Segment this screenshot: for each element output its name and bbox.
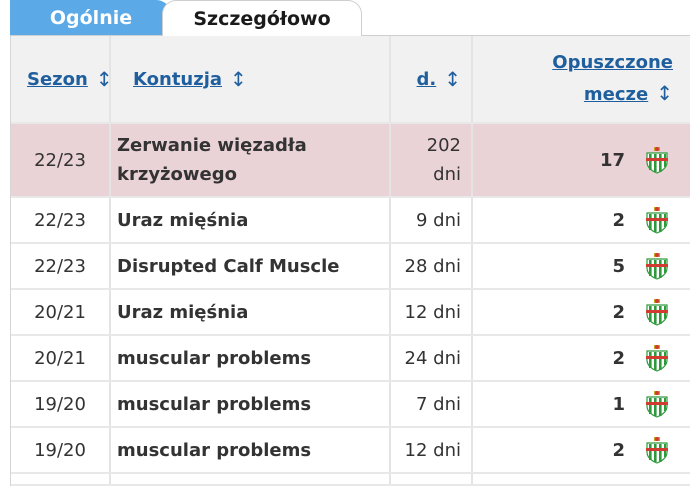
games-missed-value: 17 [599,149,625,171]
real-betis-crest-icon[interactable] [643,390,671,418]
season-cell: 22/23 [11,198,111,242]
real-betis-crest-icon[interactable] [643,146,671,174]
table-row: 20/21 muscular problems 24 dni 2 [11,336,690,382]
injury-cell: Disrupted Calf Muscle [111,244,391,288]
header-days[interactable]: d. ↕ [391,36,473,122]
table-row: 20/21 Uraz mięśnia 12 dni 2 [11,290,690,336]
table-row: 22/23 Uraz mięśnia 9 dni 2 [11,198,690,244]
games-missed-cell: 17 [473,124,690,196]
season-cell: 22/23 [11,124,111,196]
days-cell: 9 dni [391,198,473,242]
injury-cell: Zerwanie więzadła krzyżowego [111,124,391,196]
sort-arrows-icon[interactable]: ↕ [444,67,461,91]
injury-cell: muscular problems [111,382,391,426]
games-missed-cell: 2 [473,336,690,380]
tab-general[interactable]: Ogólnie [10,0,172,36]
real-betis-crest-icon[interactable] [643,252,671,280]
sort-arrows-icon[interactable]: ↕ [656,80,673,105]
header-games-missed[interactable]: Opuszczone mecze ↕ [473,36,690,122]
days-cell: 12 dni [391,428,473,472]
games-missed-value: 2 [612,301,625,323]
tab-bar: Ogólnie Szczegółowo [0,0,690,36]
table-row: 19/20 muscular problems 12 dni 2 [11,428,690,474]
injury-cell: muscular problems [111,336,391,380]
header-season[interactable]: Sezon ↕ [11,36,113,122]
real-betis-crest-icon[interactable] [643,436,671,464]
sort-injury-link[interactable]: Kontuzja [133,68,223,90]
table-row: 22/23 Zerwanie więzadła krzyżowego 202 dn… [11,124,690,198]
real-betis-crest-icon[interactable] [643,344,671,372]
injury-table: Sezon ↕ Kontuzja ↕ d. ↕ Opuszczone mecze… [10,36,690,486]
season-cell: 20/21 [11,290,111,334]
days-cell: 12 dni [391,290,473,334]
injury-cell: Uraz mięśnia [111,198,391,242]
games-missed-value: 2 [612,209,625,231]
sort-arrows-icon[interactable]: ↕ [95,67,113,91]
season-cell: 20/21 [11,336,111,380]
real-betis-crest-icon[interactable] [643,298,671,326]
games-missed-cell: 1 [473,382,690,426]
tab-detailed[interactable]: Szczegółowo [162,0,362,36]
season-cell: 19/20 [11,428,111,472]
injury-cell: muscular problems [111,428,391,472]
days-cell: 7 dni [391,382,473,426]
table-row-partial [11,474,690,486]
games-missed-value: 2 [612,347,625,369]
games-missed-cell: 5 [473,244,690,288]
days-cell: 28 dni [391,244,473,288]
real-betis-crest-icon[interactable] [643,206,671,234]
sort-season-link[interactable]: Sezon [27,68,88,90]
header-injury[interactable]: Kontuzja ↕ [111,36,391,122]
injury-cell: Uraz mięśnia [111,290,391,334]
sort-missed-link-line2[interactable]: mecze [583,83,649,105]
sort-missed-link-line1[interactable]: Opuszczone [552,51,673,73]
days-cell: 202 dni [391,124,473,196]
days-cell: 24 dni [391,336,473,380]
sort-days-link[interactable]: d. [416,68,437,90]
table-row: 22/23 Disrupted Calf Muscle 28 dni 5 [11,244,690,290]
season-cell: 19/20 [11,382,111,426]
sort-arrows-icon[interactable]: ↕ [230,67,247,91]
games-missed-value: 5 [612,255,625,277]
games-missed-cell: 2 [473,290,690,334]
games-missed-value: 1 [612,393,625,415]
games-missed-value: 2 [612,439,625,461]
games-missed-cell: 2 [473,198,690,242]
table-row: 19/20 muscular problems 7 dni 1 [11,382,690,428]
season-cell: 22/23 [11,244,111,288]
games-missed-cell: 2 [473,428,690,472]
table-header: Sezon ↕ Kontuzja ↕ d. ↕ Opuszczone mecze… [11,36,690,124]
